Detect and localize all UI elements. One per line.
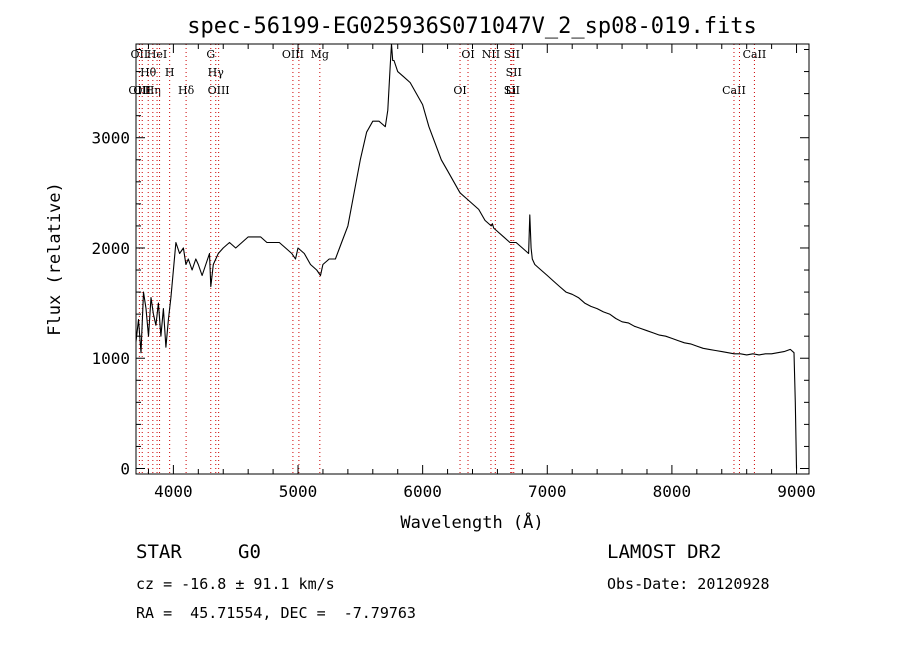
line-marker-label: OIII <box>282 48 304 61</box>
x-tick-label: 8000 <box>653 482 692 501</box>
redshift-info: cz = -16.8 ± 91.1 km/s <box>136 575 335 593</box>
line-marker-label: H <box>165 66 175 79</box>
y-axis-label: Flux (relative) <box>45 182 65 336</box>
line-marker-label: CaII <box>743 48 767 61</box>
y-tick-label: 2000 <box>91 239 130 258</box>
y-tick-label: 0 <box>120 459 130 478</box>
line-marker-label: OII <box>131 48 149 61</box>
line-marker-label: CaII <box>722 84 746 97</box>
line-marker-label: OIII <box>128 84 150 97</box>
line-marker-label: Hγ <box>208 66 225 79</box>
object-subclass: G0 <box>238 541 261 563</box>
x-tick-label: 6000 <box>403 482 442 501</box>
y-tick-label: 1000 <box>91 349 130 368</box>
x-tick-label: 9000 <box>777 482 816 501</box>
line-marker-label: Hδ <box>178 84 195 97</box>
line-marker-label: HeI <box>147 48 167 61</box>
x-tick-label: 7000 <box>528 482 567 501</box>
observation-date: Obs-Date: 20120928 <box>607 575 770 593</box>
spectrum-line <box>135 43 798 469</box>
survey-name: LAMOST DR2 <box>607 541 722 563</box>
plot-frame <box>135 43 810 475</box>
line-marker-label: OI <box>461 48 474 61</box>
coordinates: RA = 45.71554, DEC = -7.79763 <box>136 604 416 622</box>
line-marker-label: Hη <box>145 84 161 97</box>
line-marker-label: SII <box>504 48 520 61</box>
object-class: STAR <box>136 541 182 563</box>
line-marker-label: Li <box>505 84 516 97</box>
line-marker-label: G <box>206 48 215 61</box>
x-tick-label: 4000 <box>154 482 193 501</box>
line-marker-label: Hθ <box>140 66 157 79</box>
line-marker-label: SII <box>506 66 522 79</box>
x-axis-label: Wavelength (Å) <box>400 511 543 533</box>
line-marker-label: NII <box>482 48 500 61</box>
chart-title: spec-56199-EG025936S071047V_2_sp08-019.f… <box>187 14 757 39</box>
line-marker-label: Mg <box>311 48 329 61</box>
line-marker-label: OI <box>453 84 466 97</box>
line-marker-label: SII <box>504 84 520 97</box>
line-marker-label: OIII <box>208 84 230 97</box>
y-tick-label: 3000 <box>91 129 130 148</box>
x-tick-label: 5000 <box>279 482 318 501</box>
